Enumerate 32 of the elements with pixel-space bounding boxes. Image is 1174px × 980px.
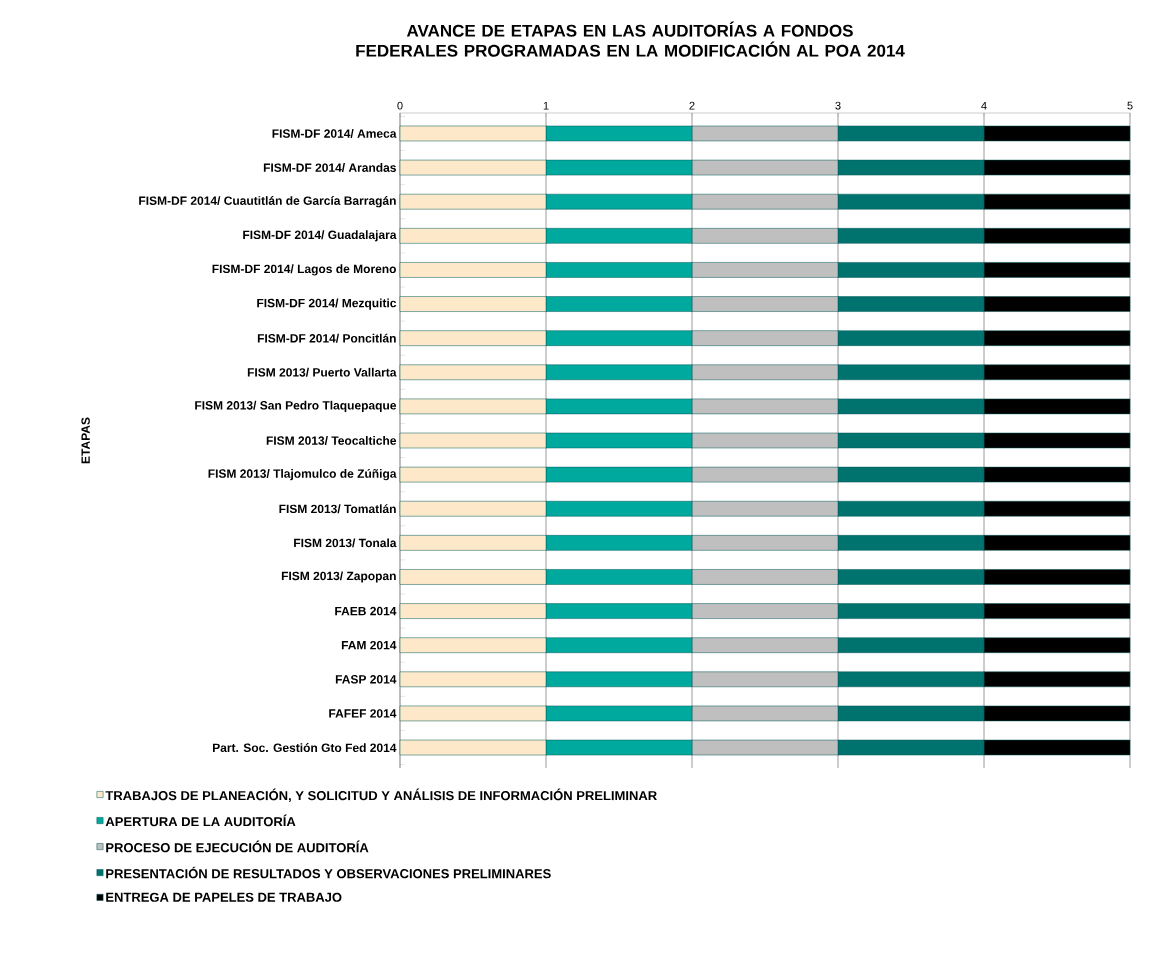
y-tick-label: FISM 2013/ Tlajomulco de Zúñiga	[208, 468, 397, 481]
y-tick-label: FISM-DF 2014/ Guadalajara	[243, 230, 397, 242]
x-tick-label: 1	[543, 101, 549, 110]
y-tick-label: FISM-DF 2014/ Poncitlán	[257, 333, 396, 343]
y-tick-label: Part. Soc. Gestión Gto Fed 2014	[213, 743, 397, 752]
legend-label: APERTURA DE LA AUDITORÍA	[105, 814, 296, 827]
y-tick-label: FISM 2013/ Tomatlán	[279, 504, 396, 514]
y-tick-label: FISM-DF 2014/ Mezquitic	[257, 298, 397, 310]
y-tick-label: FISM-DF 2014/ Lagos de Moreno	[212, 264, 396, 276]
x-tick-label: 2	[689, 101, 695, 110]
y-tick-label: FAEB 2014	[335, 606, 397, 616]
y-tick-label: FISM 2013/ Teocaltiche	[266, 436, 397, 445]
y-tick-label: FISM 2013/ Puerto Vallarta	[247, 367, 397, 377]
y-tick-label: FISM-DF 2014/ Arandas	[263, 163, 396, 173]
legend-label: TRABAJOS DE PLANEACIÓN, Y SOLICITUD Y ANÁLISIS DE INFORMACIÓN PRELIMINAR	[105, 788, 657, 803]
y-tick-label: FISM-DF 2014/ Ameca	[272, 129, 397, 138]
y-tick-label: FISM-DF 2014/ Cuautitlán de García Barragán	[139, 196, 396, 208]
y-tick-label: FASP 2014	[335, 675, 397, 684]
x-tick-label: 5	[1127, 101, 1133, 110]
legend-label: PROCESO DE EJECUCIÓN DE AUDITORÍA	[106, 840, 369, 853]
chart-title: AVANCE DE ETAPAS EN LAS AUDITORÍAS A FONDOS FEDERALES PROGRAMADAS EN LA MODIFICACIÓN AL POA 2014	[356, 21, 905, 57]
y-tick-label: FAFEF 2014	[329, 709, 397, 718]
y-tick-label: FAM 2014	[341, 640, 397, 650]
y-axis-title: ETAPAS	[81, 417, 90, 464]
y-tick-label: FISM 2013/ San Pedro Tlaquepaque	[195, 400, 397, 412]
x-tick-label: 0	[397, 101, 403, 110]
x-tick-label: 3	[835, 101, 841, 110]
y-tick-label: FISM 2013/ Tonala	[294, 538, 397, 548]
y-tick-label: FISM 2013/ Zapopan	[281, 571, 396, 583]
x-tick-label: 4	[981, 101, 987, 110]
legend-label: ENTREGA DE PAPELES DE TRABAJO	[106, 892, 342, 902]
legend-label: PRESENTACIÓN DE RESULTADOS Y OBSERVACIONES PRELIMINARES	[106, 866, 551, 879]
